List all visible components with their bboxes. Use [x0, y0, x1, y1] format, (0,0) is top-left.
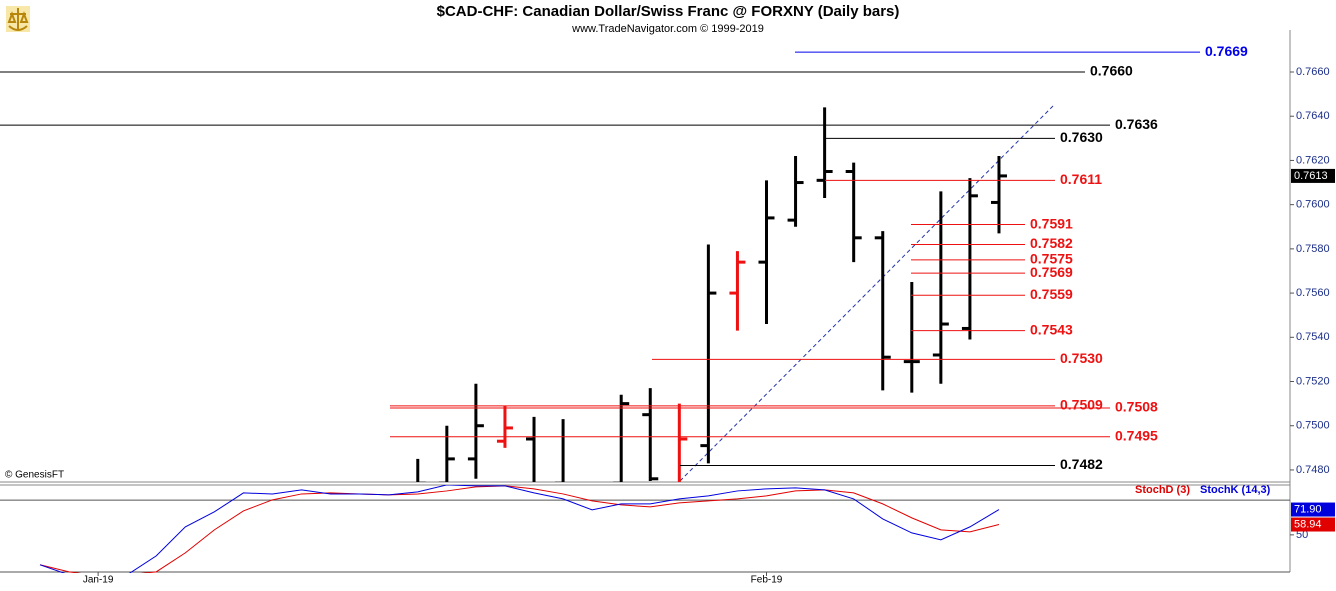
y-tick-label: 0.7560	[1296, 287, 1330, 299]
last-price-box	[1291, 168, 1335, 183]
y-tick-label: 0.7540	[1296, 331, 1330, 343]
y-tick-label: 0.7600	[1296, 199, 1330, 211]
level-label: 0.7669	[1205, 43, 1248, 59]
level-label: 0.7630	[1060, 129, 1103, 145]
x-tick-label: Feb-19	[751, 575, 783, 586]
indicator-line	[39, 485, 1000, 573]
y-tick-label: 0.7640	[1296, 110, 1330, 122]
trend-line	[679, 103, 1056, 482]
level-label: 0.7543	[1030, 321, 1073, 337]
level-label: 0.7582	[1030, 235, 1073, 251]
legend-entry: StochK (14,3)	[1200, 484, 1271, 496]
chart-title: $CAD-CHF: Canadian Dollar/Swiss Franc @ …	[437, 3, 900, 20]
level-label: 0.7508	[1115, 399, 1158, 415]
last-value-label: 58.94	[1294, 518, 1322, 530]
logo	[6, 6, 30, 32]
y-tick-label: 0.7620	[1296, 154, 1330, 166]
level-label: 0.7611	[1060, 171, 1102, 187]
x-tick-label: Jan-19	[83, 575, 114, 586]
level-label: 0.7559	[1030, 286, 1073, 302]
source-note: © GenesisFT	[5, 470, 64, 481]
y-tick-label: 0.7520	[1296, 375, 1330, 387]
last-price-label: 0.7613	[1294, 170, 1328, 182]
indicator-panel	[0, 485, 1290, 573]
level-label: 0.7569	[1030, 264, 1073, 280]
level-label: 0.7636	[1115, 116, 1158, 132]
last-value-box	[1291, 517, 1335, 532]
level-label: 0.7495	[1115, 427, 1158, 443]
price-panel	[416, 107, 1007, 482]
y-tick-label: 50	[1296, 529, 1308, 541]
y-tick-label: 0.7500	[1296, 420, 1330, 432]
indicator-line	[39, 485, 1000, 573]
y-tick-label: 0.7660	[1296, 66, 1330, 78]
level-label: 0.7575	[1030, 251, 1073, 267]
legend-entry: StochD (3)	[1135, 484, 1190, 496]
level-label: 0.7509	[1060, 397, 1103, 413]
y-tick-label: 0.7480	[1296, 464, 1330, 476]
y-tick-label: 0.7580	[1296, 243, 1330, 255]
last-value-box	[1291, 502, 1335, 517]
level-label: 0.7530	[1060, 350, 1103, 366]
last-value-label: 71.90	[1294, 503, 1322, 515]
level-label: 0.7482	[1060, 456, 1103, 472]
level-label: 0.7591	[1030, 215, 1073, 231]
level-label: 0.7660	[1090, 63, 1133, 79]
chart-subtitle: www.TradeNavigator.com © 1999-2019	[571, 23, 764, 35]
